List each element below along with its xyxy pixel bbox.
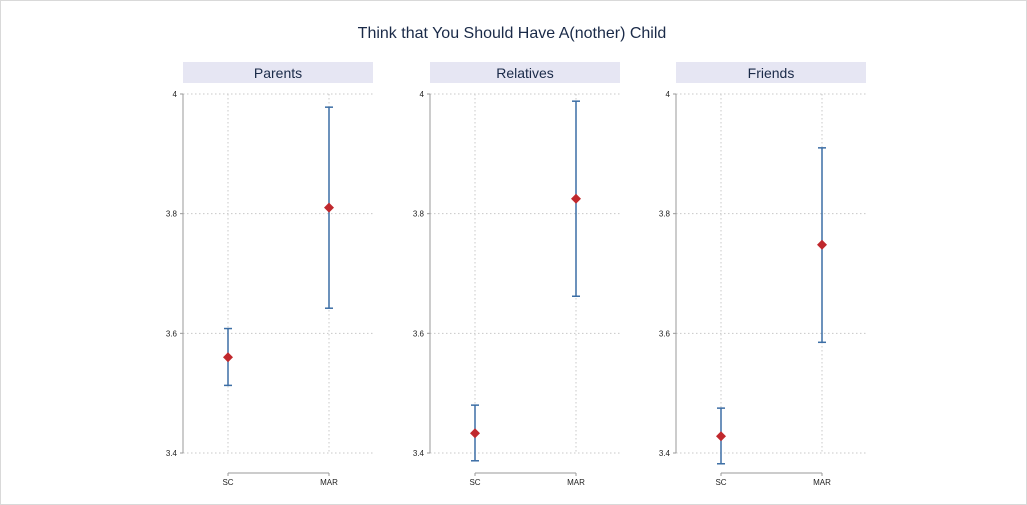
data-point: [324, 202, 334, 213]
panel-strip: [183, 62, 373, 83]
data-point: [716, 431, 726, 442]
y-tick-label: 3.8: [413, 210, 425, 219]
y-tick-label: 4: [420, 90, 425, 99]
panel-label: Relatives: [496, 65, 554, 81]
x-tick-label: SC: [222, 478, 233, 487]
data-point: [571, 193, 581, 204]
x-tick-label: SC: [715, 478, 726, 487]
panel-label: Parents: [254, 65, 302, 81]
panel-relatives: Relatives 3.4 3.6 3.8 4 SC MAR: [413, 62, 620, 487]
panel-label: Friends: [748, 65, 795, 81]
y-tick-label: 3.4: [166, 449, 178, 458]
data-point: [470, 428, 480, 439]
chart-title: Think that You Should Have A(nother) Chi…: [358, 25, 667, 42]
data-point: [817, 239, 827, 250]
panel-parents: Parents 3.4 3.6 3.8 4 SC MAR: [166, 62, 373, 487]
y-tick-label: 3.8: [166, 210, 178, 219]
x-tick-label: MAR: [567, 478, 585, 487]
x-tick-label: SC: [469, 478, 480, 487]
panel-strip: [676, 62, 866, 83]
y-tick-label: 3.4: [659, 449, 671, 458]
y-tick-label: 4: [666, 90, 671, 99]
x-tick-label: MAR: [320, 478, 338, 487]
panel-strip: [430, 62, 620, 83]
y-tick-label: 4: [173, 90, 178, 99]
y-tick-label: 3.8: [659, 210, 671, 219]
panel-friends: Friends 3.4 3.6 3.8 4 SC MAR: [659, 62, 866, 487]
x-tick-label: MAR: [813, 478, 831, 487]
panels: Parents 3.4 3.6 3.8 4 SC MAR Relatives 3.4 3.6 3.8…: [166, 62, 866, 487]
y-tick-label: 3.4: [413, 449, 425, 458]
y-tick-label: 3.6: [166, 329, 178, 338]
data-point: [223, 352, 233, 363]
y-tick-label: 3.6: [659, 329, 671, 338]
y-tick-label: 3.6: [413, 329, 425, 338]
